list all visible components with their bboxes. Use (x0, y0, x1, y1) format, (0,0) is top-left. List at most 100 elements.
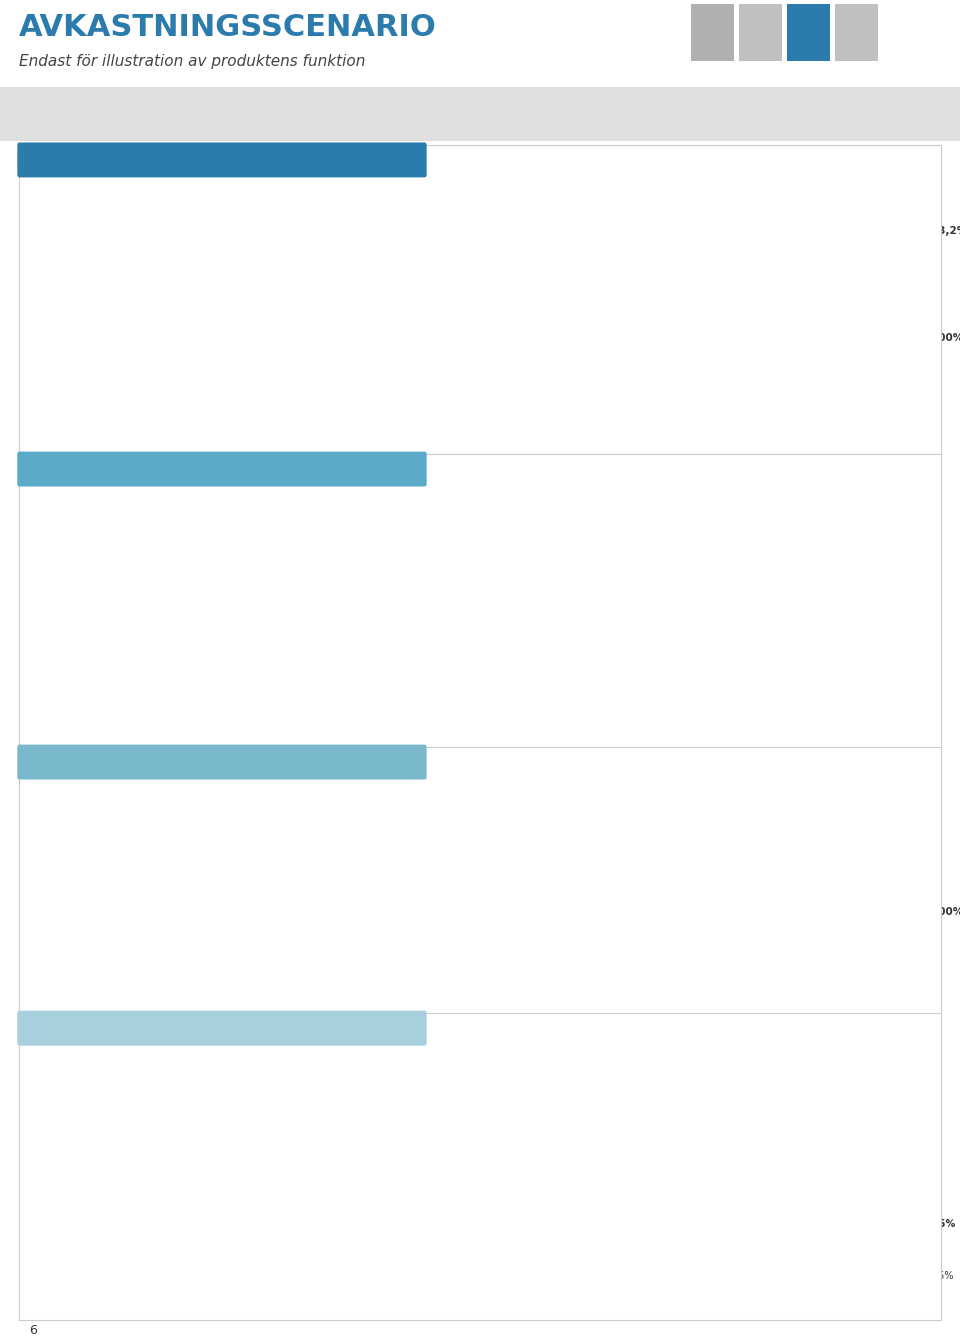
Text: Förklaring: Förklaring (19, 95, 80, 105)
Text: 3,3%: 3,3% (494, 409, 518, 419)
Text: ■ Under kvartal 1 till 16 stänger samtliga aktier över kupongbarriären: ■ Under kvartal 1 till 16 stänger samtli… (37, 190, 422, 199)
FancyBboxPatch shape (643, 172, 877, 212)
Text: Endast för illustration av produktens funktion: Endast för illustration av produktens fu… (19, 54, 366, 69)
Bar (365, 101, 389, 130)
Text: ■ Vid inlösen erhåller investeraren:: ■ Vid inlösen erhåller investeraren: (37, 665, 232, 676)
Text: Investeraren erhåller en årsavkastning om -13,86% (efter: Investeraren erhåller en årsavkastning o… (37, 1273, 338, 1285)
Text: 91%: 91% (613, 585, 636, 595)
Text: Förtida inlösen Q7 med kupong
om 3,3%: Förtida inlösen Q7 med kupong om 3,3% (679, 489, 842, 512)
Text: Mycket ogynnsamt scenario: Mycket ogynnsamt scenario (32, 1021, 251, 1035)
Text: På slutdagen stänger sämst presterande aktie under riskbarriären, på: På slutdagen stänger sämst presterande a… (37, 1165, 419, 1177)
Text: ■ ackumulerande kupong om indikativt 13,2% (4x 3,3%) utbetalas.: ■ ackumulerande kupong om indikativt 13,… (37, 602, 407, 613)
Text: Ogynnsamt scenario: Ogynnsamt scenario (32, 755, 192, 769)
Text: → 45% av nominellt belopp: → 45% av nominellt belopp (37, 1246, 202, 1257)
Text: för courtage om 2%): för courtage om 2%) (37, 996, 145, 1005)
Text: 13,2
%: 13,2 % (569, 675, 590, 696)
Bar (535, 1050, 896, 1286)
Text: ■ Vid inlösen erhåller investeraren:: ■ Vid inlösen erhåller investeraren: (37, 343, 232, 353)
Y-axis label: Nivå: Nivå (443, 289, 452, 313)
Text: 45%: 45% (933, 1219, 956, 1228)
Text: Mycket gynnsamt scenario: Mycket gynnsamt scenario (32, 153, 241, 167)
Bar (535, 181, 896, 421)
Text: 100%: 100% (932, 907, 960, 917)
Text: ■ Under kvartal 1 och 2 stänger samtliga aktier över kupongbarriären och: ■ Under kvartal 1 och 2 stänger samtliga… (37, 1058, 445, 1067)
Bar (739, 4, 782, 62)
Text: ■ Under kvartal 1 och 2 stänger samtliga aktier över kupongbarriären och: ■ Under kvartal 1 och 2 stänger samtliga… (37, 790, 445, 800)
Circle shape (882, 1257, 909, 1261)
Text: 3,3%: 3,3% (494, 968, 518, 978)
Y-axis label: Nivå: Nivå (443, 870, 452, 894)
Bar (787, 4, 830, 62)
X-axis label: kvartal: kvartal (696, 997, 734, 1008)
Text: 6: 6 (29, 1324, 36, 1337)
Circle shape (882, 935, 909, 939)
Text: ■ Kvartal 7 stänger samtliga aktier över inlösenbarriären och placeringen: ■ Kvartal 7 stänger samtliga aktier över… (37, 624, 442, 633)
Bar (535, 784, 896, 980)
Text: ■ ingen kupong utbetalas och produkten löper vidare: ■ ingen kupong utbetalas och produkten l… (37, 1138, 332, 1148)
Circle shape (882, 316, 909, 320)
Bar (535, 491, 625, 714)
Text: 3,3%: 3,3% (494, 702, 518, 712)
Text: Inlösen vid förfall med
kupong om 13,2%: Inlösen vid förfall med kupong om 13,2% (702, 181, 819, 203)
Text: ■ Under kvartal 3 till 19 stänger minst en aktie under kupongbarriären,: ■ Under kvartal 3 till 19 stänger minst … (37, 1111, 430, 1121)
Text: ■ kuponger om 3,3% per kvartal utbetalas: ■ kuponger om 3,3% per kvartal utbetalas (37, 1085, 273, 1094)
X-axis label: kvartal: kvartal (696, 438, 734, 449)
Text: Investeraren erhåller en årsavkastning om 12,03% (efter avräkning: Investeraren erhåller en årsavkastning o… (37, 707, 390, 719)
Text: 45%: 45% (884, 1254, 907, 1263)
Text: → 100% av nominellt belopp.: → 100% av nominellt belopp. (37, 945, 213, 954)
Text: ■ Under kvartal 3 till 19 stänger alltid minst en aktie under: ■ Under kvartal 3 till 19 stänger alltid… (37, 841, 363, 852)
Text: Investeraren erhåller en årsavkastning om 13,13% (efter avräkning: Investeraren erhåller en årsavkastning o… (37, 403, 390, 415)
Text: för courtage om 2%): för courtage om 2%) (37, 728, 145, 738)
Text: 3,3%: 3,3% (494, 1275, 518, 1285)
Bar (902, 255, 929, 421)
Text: ■ Vid inlösen erhåller investeraren:: ■ Vid inlösen erhåller investeraren: (37, 1219, 232, 1230)
Text: Stängningskurs för
sämsta aktie: Stängningskurs för sämsta aktie (257, 112, 343, 130)
Bar (902, 844, 929, 980)
Text: 3,3%: 3,3% (661, 548, 690, 559)
Text: ■ ingen kupong utbetalas och produkten löper vidare.: ■ ingen kupong utbetalas och produkten l… (37, 560, 336, 571)
Text: Riskbarriär: Riskbarriär (787, 112, 836, 121)
Text: 83%: 83% (884, 313, 907, 323)
Text: Inlösen vid förfall med återbetalning om
45% av nominellt belopp: Inlösen vid förfall med återbetalning om… (655, 1048, 866, 1073)
X-axis label: kvartal: kvartal (696, 731, 734, 742)
Text: ■ Under kvartal 3 till 5 stänger minst en aktie under kupongbarriären,: ■ Under kvartal 3 till 5 stänger minst e… (37, 540, 423, 550)
Y-axis label: Nivå: Nivå (443, 1156, 452, 1180)
Text: avräkning för courtage om 2%): avräkning för courtage om 2%) (37, 1300, 201, 1310)
Text: 69%: 69% (884, 933, 907, 942)
Text: → 100% av nominellt belopp + 3,3% = 103,3% av nominellt belopp: → 100% av nominellt belopp + 3,3% = 103,… (37, 687, 444, 696)
Text: Gynnsamt scenario: Gynnsamt scenario (32, 462, 181, 476)
Text: 100%: 100% (661, 632, 693, 641)
Text: Kupongbarriär: Kupongbarriär (667, 112, 732, 121)
Bar (632, 559, 659, 714)
Y-axis label: Nivå: Nivå (443, 590, 452, 614)
Text: Investeraren erhåller en årsavkastning om 0,94% (efter avräkning: Investeraren erhåller en årsavkastning o… (37, 970, 383, 981)
Text: ■ Vid inlösen erhåller investeraren:: ■ Vid inlösen erhåller investeraren: (37, 918, 232, 930)
Circle shape (612, 589, 638, 593)
Text: ■ och kuponger om indikativt 3,3% per kvartal utbetalas: ■ och kuponger om indikativt 3,3% per kv… (37, 220, 350, 230)
Text: Inlösenbarriär: Inlösenbarriär (542, 112, 606, 121)
Text: ■ På slutdagen stänger samtliga aktier över kupongbarriären och: ■ På slutdagen stänger samtliga aktier ö… (37, 281, 397, 293)
Text: → 100% av nominellt belopp + 13,2% = 113,2% av nominellt belopp: → 100% av nominellt belopp + 13,2% = 113… (37, 374, 451, 383)
Text: ■ kuponger om indikativt 3,3% per kvartal utbetalas: ■ kuponger om indikativt 3,3% per kvarta… (37, 519, 326, 530)
Text: 45%: 45% (933, 1270, 954, 1281)
Text: ■ Under kvartal 1 och 2 stänger samtliga aktier över kupongbarriären och: ■ Under kvartal 1 och 2 stänger samtliga… (37, 499, 445, 508)
Bar (835, 4, 878, 62)
Text: Inlösen vid förfall med återbetalning
om 100% av nominellt belopp: Inlösen vid förfall med återbetalning om… (665, 781, 855, 804)
Bar (632, 548, 659, 559)
Text: AVKASTNINGSSCENARIO: AVKASTNINGSSCENARIO (19, 13, 437, 42)
FancyBboxPatch shape (643, 775, 877, 809)
Text: Utveckling för sämst
presterande aktie: Utveckling för sämst presterande aktie (115, 112, 208, 130)
Text: ■ kupongbarriären, ingen kupong utbetalas och produkten löper vidare: ■ kupongbarriären, ingen kupong utbetala… (37, 867, 430, 878)
Text: 13,2%: 13,2% (932, 226, 960, 235)
Text: ■ kuponger om indikativt 3,3% per kvartal utbetalas: ■ kuponger om indikativt 3,3% per kvarta… (37, 816, 326, 827)
Bar (902, 1161, 929, 1286)
Text: ■ Vid kvartal 6 stänger samtliga aktier över kupongbarriären och en: ■ Vid kvartal 6 stänger samtliga aktier … (37, 582, 413, 591)
Text: ■ 45% av startkurs: ■ 45% av startkurs (37, 1192, 144, 1202)
X-axis label: kvartal: kvartal (696, 1304, 734, 1314)
Bar (691, 4, 734, 62)
Text: ■ Kvartal 17 till 19 stänger minst en aktie under kupongbarriären: ■ Kvartal 17 till 19 stänger minst en ak… (37, 250, 397, 261)
Text: ■ placeringen förfaller med en kupong om 13,2% (4x 3,3%): ■ placeringen förfaller med en kupong om… (37, 312, 367, 321)
Text: ■ löses in i förtid med en kupong om indikativt 3,3%: ■ löses in i förtid med en kupong om ind… (37, 644, 327, 655)
FancyBboxPatch shape (643, 481, 877, 520)
Bar (902, 207, 929, 255)
